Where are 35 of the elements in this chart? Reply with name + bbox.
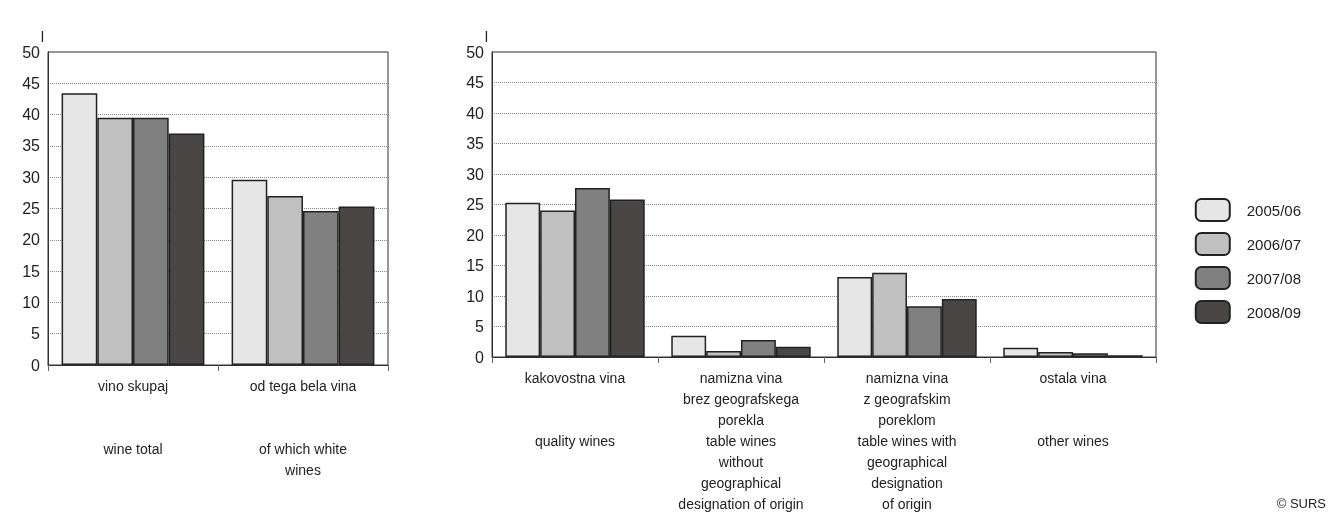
y-tick-label: 35 <box>22 137 41 155</box>
y-tick-label: 0 <box>31 356 41 374</box>
y-tick-label: 45 <box>466 74 485 91</box>
legend-label: 2008/09 <box>1246 303 1302 321</box>
y-tick-label: 25 <box>22 200 41 217</box>
legend-label: 2007/08 <box>1246 269 1302 287</box>
y-tick-label: 20 <box>22 231 41 249</box>
x-tick-label: namizna vina z geografskim poreklom table wines with geographical designation of origin <box>857 369 957 512</box>
legend-label: 2005/06 <box>1246 201 1302 219</box>
y-tick-label: 10 <box>466 287 485 305</box>
y-tick-label: 50 <box>22 43 41 61</box>
y-tick-label: 45 <box>22 74 41 92</box>
y-tick-label: 15 <box>22 262 41 280</box>
y-tick-label: 15 <box>466 257 485 274</box>
y-tick-label: 30 <box>466 165 485 183</box>
y-tick-label: 30 <box>22 168 41 186</box>
legend-label: 2006/07 <box>1246 235 1302 253</box>
category-label: vino skupaj wine total <box>97 377 169 457</box>
category-label: ostala vina other wines <box>1037 369 1109 449</box>
category-label: od tega bela vina of which white wines <box>249 377 357 478</box>
y-tick-label: 10 <box>22 293 41 311</box>
y-tick-label: 40 <box>466 104 485 122</box>
y-tick-label: 25 <box>466 196 485 213</box>
category-label: kakovostna vina quality wines <box>524 369 626 449</box>
y-tick-label: 5 <box>31 325 41 343</box>
y-tick-label: 50 <box>466 43 485 61</box>
y-tick-label: 35 <box>466 135 485 152</box>
x-tick-label: namizna vina brez geografskega porekla table wines without geographical designation of origin <box>678 369 804 512</box>
y-tick-label: 40 <box>22 106 41 124</box>
text: © SURS <box>1276 496 1327 511</box>
y-axis-title: l <box>484 28 488 46</box>
y-tick-label: 5 <box>475 318 485 335</box>
y-axis-title: l <box>40 28 44 46</box>
y-tick-label: 20 <box>466 226 485 244</box>
y-tick-label: 0 <box>475 348 485 366</box>
